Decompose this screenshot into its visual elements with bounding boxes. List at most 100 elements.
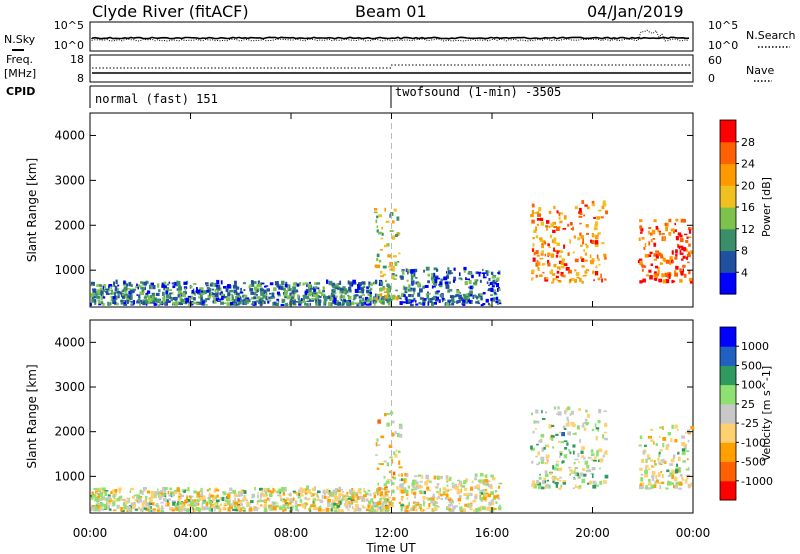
echo-cell <box>597 277 600 281</box>
echo-cell <box>330 304 333 306</box>
echo-cell <box>338 282 341 285</box>
echo-cell <box>179 509 183 512</box>
echo-cell <box>579 212 583 215</box>
echo-cell <box>591 233 594 238</box>
echo-cell <box>558 212 561 216</box>
echo-cell <box>479 279 482 283</box>
echo-cell <box>599 458 604 463</box>
echo-cell <box>688 243 691 247</box>
echo-cell <box>401 292 405 298</box>
echo-cell <box>342 303 345 306</box>
echo-cell <box>244 294 248 298</box>
echo-cell <box>273 287 277 292</box>
echo-cell <box>292 298 296 301</box>
echo-cell <box>382 265 387 269</box>
echo-cell <box>377 482 379 486</box>
echo-cell <box>322 508 325 512</box>
freq-label-line1: Freq. <box>6 53 33 66</box>
echo-cell <box>154 299 157 303</box>
echo-cell <box>297 504 301 506</box>
echo-cell <box>542 271 545 274</box>
echo-cell <box>466 493 470 496</box>
echo-cell <box>377 507 381 510</box>
echo-cell <box>547 262 551 267</box>
echo-cell <box>219 298 223 301</box>
colorbar-tick-label: -100 <box>741 436 766 449</box>
echo-cell <box>230 507 233 509</box>
echo-cell <box>155 504 158 507</box>
echo-cell <box>384 297 387 301</box>
echo-cell <box>426 507 430 510</box>
echo-cell <box>427 292 431 295</box>
echo-cell <box>472 286 474 289</box>
echo-cell <box>398 473 401 477</box>
echo-cell <box>156 509 160 512</box>
echo-cell <box>138 496 142 501</box>
echo-cell <box>650 428 654 432</box>
echo-cell <box>581 280 583 284</box>
echo-cell <box>474 493 478 496</box>
y-tick-label: 4000 <box>54 335 85 349</box>
echo-cell <box>93 507 96 512</box>
echo-cell <box>482 276 487 279</box>
echo-cell <box>442 299 444 303</box>
echo-cell <box>682 268 684 273</box>
echo-cell <box>658 451 661 455</box>
echo-cell <box>396 433 400 438</box>
echo-cell <box>392 497 396 501</box>
echo-cell <box>292 282 296 286</box>
echo-cell <box>169 507 172 510</box>
echo-cell <box>459 480 463 485</box>
echo-cell <box>563 440 568 442</box>
echo-cell <box>536 443 539 446</box>
echo-cell <box>468 270 471 275</box>
echo-cell <box>324 300 327 305</box>
echo-cell <box>462 304 466 306</box>
echo-cell <box>440 493 443 497</box>
echo-cell <box>535 274 538 278</box>
echo-cell <box>476 296 478 300</box>
echo-cell <box>487 493 492 498</box>
echo-cell <box>91 491 94 495</box>
echo-cell <box>687 236 692 238</box>
echo-cell <box>674 256 678 260</box>
echo-cell <box>430 497 435 501</box>
echo-cell <box>240 287 242 292</box>
echo-cell <box>408 284 411 288</box>
echo-cell <box>532 249 534 252</box>
echo-cell <box>284 284 288 288</box>
echo-cell <box>404 489 409 494</box>
echo-cell <box>116 504 120 509</box>
echo-cell <box>399 297 402 300</box>
echo-cell <box>373 494 376 498</box>
echo-cell <box>667 432 671 436</box>
echo-cell <box>441 297 445 301</box>
echo-cell <box>670 469 674 473</box>
echo-cell <box>357 284 360 287</box>
echo-cell <box>551 424 555 427</box>
echo-cell <box>394 454 398 458</box>
echo-cell <box>104 492 108 496</box>
echo-cell <box>414 299 417 303</box>
echo-cell <box>455 294 460 297</box>
echo-cell <box>458 292 462 294</box>
echo-cell <box>439 488 442 492</box>
colorbar-tick-label: -1000 <box>741 475 773 488</box>
echo-cell <box>463 508 466 512</box>
echo-cell <box>261 282 265 285</box>
echo-cell <box>293 491 297 494</box>
echo-cell <box>168 494 170 497</box>
echo-cell <box>556 250 559 255</box>
echo-cell <box>578 408 582 411</box>
echo-cell <box>142 299 146 303</box>
echo-cell <box>488 480 491 482</box>
echo-cell <box>323 301 326 306</box>
echo-cell <box>149 499 153 502</box>
echo-cell <box>248 506 252 509</box>
colorbar-segment <box>720 207 736 230</box>
echo-cell <box>131 506 136 510</box>
echo-cell <box>287 502 292 505</box>
echo-cell <box>259 494 262 499</box>
echo-cell <box>206 289 209 293</box>
echo-cell <box>650 475 655 478</box>
